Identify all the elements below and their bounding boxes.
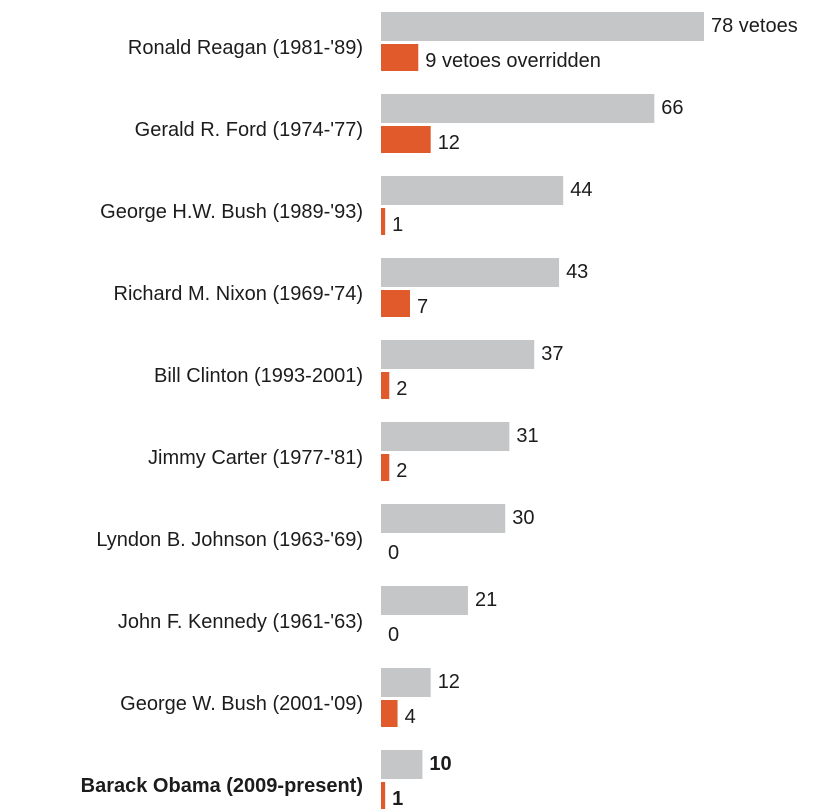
category-label: Bill Clinton (1993-2001): [154, 365, 363, 387]
vetoes-bar: [381, 750, 423, 779]
overridden-value-label: 9 vetoes overridden: [425, 50, 601, 72]
row-gerald-r-ford-1974-77: Gerald R. Ford (1974-'77) 66 12: [135, 94, 684, 154]
vetoes-bar: [381, 176, 564, 205]
category-label: George W. Bush (2001-'09): [120, 693, 363, 715]
category-label: Lyndon B. Johnson (1963-'69): [96, 529, 363, 551]
overridden-bar: [381, 126, 431, 153]
row-richard-m-nixon-1969-74: Richard M. Nixon (1969-'74) 43 7: [114, 258, 588, 318]
vetoes-value-label: 10: [429, 753, 451, 775]
row-barack-obama-2009-present: Barack Obama (2009-present) 10 1: [81, 750, 452, 810]
vetoes-bar: [381, 504, 506, 533]
vetoes-value-label: 66: [661, 97, 683, 119]
vetoes-value-label: 30: [512, 507, 534, 529]
overridden-value-label: 12: [438, 132, 460, 154]
vetoes-bar: [381, 422, 510, 451]
overridden-value-label: 1: [392, 788, 403, 810]
category-label: Jimmy Carter (1977-'81): [148, 447, 363, 469]
overridden-bar: [381, 290, 410, 317]
vetoes-bar: [381, 668, 431, 697]
overridden-value-label: 7: [417, 296, 428, 318]
overridden-bar: [381, 454, 390, 481]
vetoes-bar: [381, 586, 468, 615]
vetoes-value-label: 78 vetoes: [711, 15, 798, 37]
overridden-value-label: 4: [405, 706, 416, 728]
vetoes-value-label: 37: [541, 343, 563, 365]
overridden-bar: [381, 782, 386, 809]
category-label: George H.W. Bush (1989-'93): [100, 201, 363, 223]
row-ronald-reagan-1981-89: Ronald Reagan (1981-'89) 78 vetoes 9 vetoe…: [128, 12, 798, 72]
row-george-w-bush-2001-09: George W. Bush (2001-'09) 12 4: [120, 668, 460, 728]
vetoes-value-label: 43: [566, 261, 588, 283]
overridden-value-label: 0: [388, 542, 399, 564]
vetoes-bar: [381, 12, 704, 41]
category-label: John F. Kennedy (1961-'63): [118, 611, 363, 633]
overridden-bar: [381, 44, 419, 71]
overridden-value-label: 0: [388, 624, 399, 646]
category-label: Ronald Reagan (1981-'89): [128, 37, 363, 59]
overridden-value-label: 1: [392, 214, 403, 236]
overridden-bar: [381, 372, 390, 399]
vetoes-value-label: 12: [438, 671, 460, 693]
row-george-h-w-bush-1989-93: George H.W. Bush (1989-'93) 44 1: [100, 176, 592, 236]
overridden-bar: [381, 208, 386, 235]
row-john-f-kennedy-1961-63: John F. Kennedy (1961-'63) 21 0: [118, 586, 497, 646]
vetoes-value-label: 44: [570, 179, 592, 201]
category-label: Gerald R. Ford (1974-'77): [135, 119, 363, 141]
vetoes-value-label: 31: [516, 425, 538, 447]
category-label: Richard M. Nixon (1969-'74): [114, 283, 363, 305]
row-bill-clinton-1993-2001: Bill Clinton (1993-2001) 37 2: [154, 340, 563, 400]
vetoes-value-label: 21: [475, 589, 497, 611]
vetoes-bar: [381, 258, 560, 287]
chart-rows: Ronald Reagan (1981-'89) 78 vetoes 9 vetoe…: [81, 12, 798, 810]
row-jimmy-carter-1977-81: Jimmy Carter (1977-'81) 31 2: [148, 422, 539, 482]
vetoes-bar: [381, 94, 655, 123]
vetoes-bar: [381, 340, 535, 369]
overridden-value-label: 2: [396, 378, 407, 400]
row-lyndon-b-johnson-1963-69: Lyndon B. Johnson (1963-'69) 30 0: [96, 504, 534, 564]
overridden-bar: [381, 700, 398, 727]
category-label: Barack Obama (2009-present): [81, 775, 363, 797]
overridden-value-label: 2: [396, 460, 407, 482]
